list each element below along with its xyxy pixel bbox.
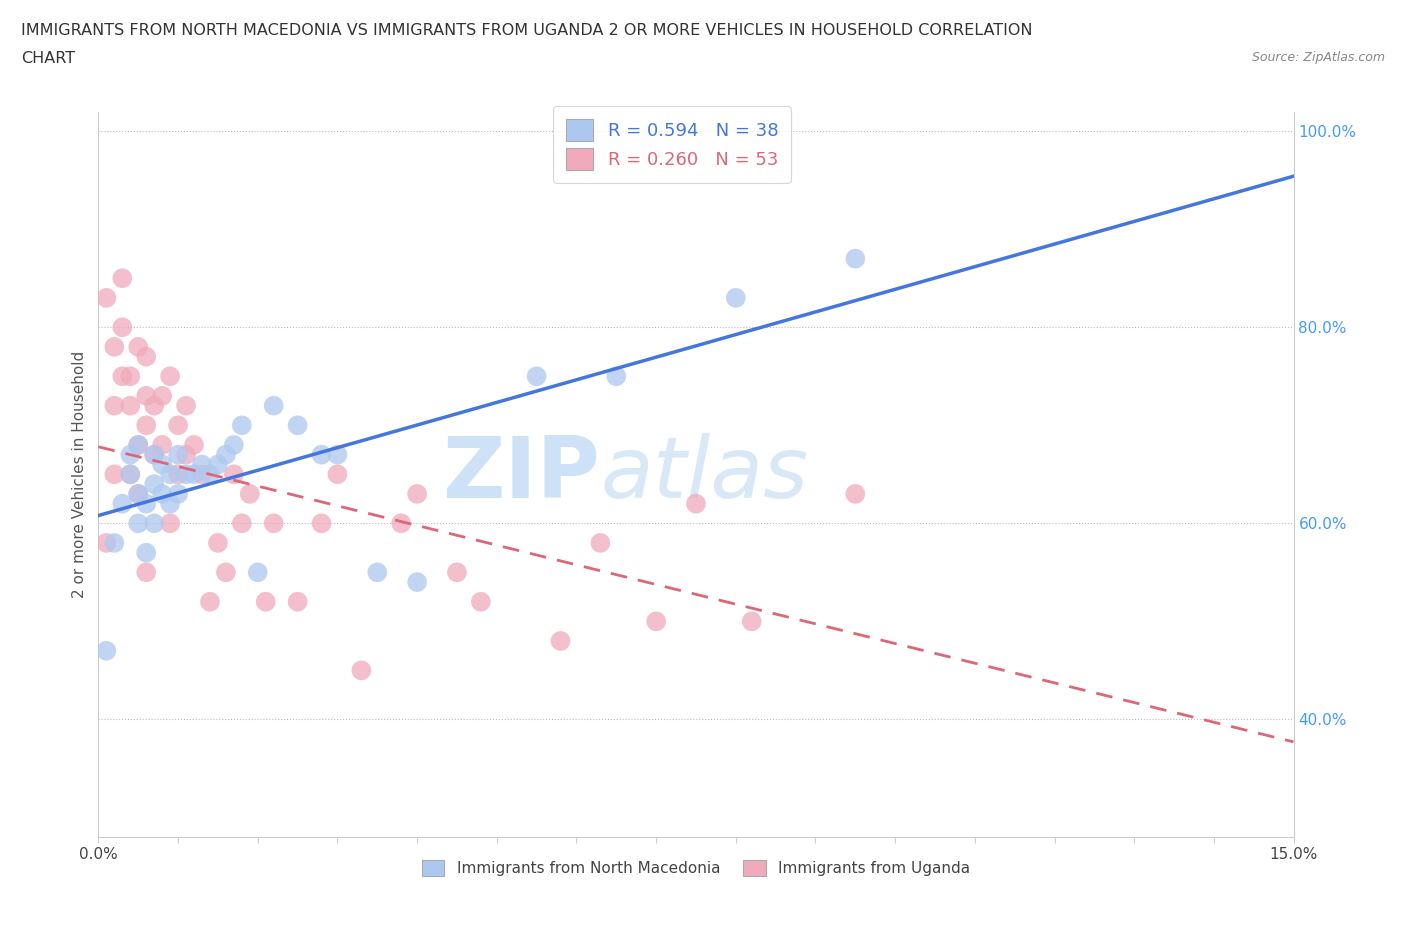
Point bbox=[103, 339, 125, 354]
Point bbox=[191, 457, 214, 472]
Point bbox=[120, 467, 142, 482]
Point bbox=[174, 398, 197, 413]
Point bbox=[311, 447, 333, 462]
Point bbox=[326, 467, 349, 482]
Point bbox=[207, 457, 229, 472]
Point bbox=[263, 398, 285, 413]
Point bbox=[222, 437, 245, 452]
Point bbox=[215, 447, 238, 462]
Point bbox=[844, 251, 866, 266]
Point bbox=[159, 516, 181, 531]
Point bbox=[127, 437, 149, 452]
Point bbox=[191, 467, 214, 482]
Point bbox=[231, 516, 253, 531]
Point bbox=[167, 467, 190, 482]
Point bbox=[103, 467, 125, 482]
Point bbox=[167, 418, 190, 432]
Point bbox=[127, 516, 149, 531]
Point bbox=[183, 467, 205, 482]
Point bbox=[183, 437, 205, 452]
Point bbox=[844, 486, 866, 501]
Point bbox=[150, 457, 173, 472]
Legend: Immigrants from North Macedonia, Immigrants from Uganda: Immigrants from North Macedonia, Immigra… bbox=[413, 853, 979, 884]
Point bbox=[470, 594, 492, 609]
Point bbox=[446, 565, 468, 579]
Point bbox=[198, 594, 221, 609]
Point bbox=[167, 447, 190, 462]
Point bbox=[96, 644, 118, 658]
Text: atlas: atlas bbox=[600, 432, 808, 516]
Point bbox=[135, 418, 157, 432]
Point bbox=[287, 418, 309, 432]
Point bbox=[96, 536, 118, 551]
Point bbox=[111, 271, 134, 286]
Point bbox=[96, 290, 118, 305]
Point bbox=[254, 594, 277, 609]
Text: ZIP: ZIP bbox=[443, 432, 600, 516]
Text: IMMIGRANTS FROM NORTH MACEDONIA VS IMMIGRANTS FROM UGANDA 2 OR MORE VEHICLES IN : IMMIGRANTS FROM NORTH MACEDONIA VS IMMIG… bbox=[21, 23, 1032, 38]
Point bbox=[120, 447, 142, 462]
Point bbox=[406, 486, 429, 501]
Point bbox=[174, 467, 197, 482]
Point bbox=[350, 663, 373, 678]
Point bbox=[645, 614, 668, 629]
Point bbox=[135, 565, 157, 579]
Point bbox=[741, 614, 763, 629]
Point bbox=[127, 339, 149, 354]
Point bbox=[231, 418, 253, 432]
Point bbox=[167, 486, 190, 501]
Point bbox=[120, 467, 142, 482]
Point bbox=[215, 565, 238, 579]
Point bbox=[526, 369, 548, 384]
Point bbox=[143, 398, 166, 413]
Point bbox=[159, 467, 181, 482]
Point bbox=[207, 536, 229, 551]
Point bbox=[135, 350, 157, 365]
Point bbox=[143, 477, 166, 492]
Point bbox=[287, 594, 309, 609]
Point bbox=[311, 516, 333, 531]
Point bbox=[150, 389, 173, 404]
Point bbox=[550, 633, 572, 648]
Point bbox=[103, 398, 125, 413]
Point bbox=[389, 516, 412, 531]
Point bbox=[406, 575, 429, 590]
Y-axis label: 2 or more Vehicles in Household: 2 or more Vehicles in Household bbox=[72, 351, 87, 598]
Point bbox=[135, 545, 157, 560]
Point bbox=[87, 908, 110, 923]
Point bbox=[222, 467, 245, 482]
Point bbox=[143, 447, 166, 462]
Point bbox=[111, 320, 134, 335]
Point bbox=[150, 486, 173, 501]
Point bbox=[605, 369, 627, 384]
Point bbox=[120, 369, 142, 384]
Point bbox=[246, 565, 269, 579]
Point bbox=[135, 497, 157, 512]
Point bbox=[198, 467, 221, 482]
Text: CHART: CHART bbox=[21, 51, 75, 66]
Point bbox=[135, 389, 157, 404]
Point bbox=[724, 290, 747, 305]
Point bbox=[366, 565, 388, 579]
Point bbox=[103, 536, 125, 551]
Point bbox=[174, 447, 197, 462]
Point bbox=[120, 398, 142, 413]
Point bbox=[127, 486, 149, 501]
Point bbox=[127, 486, 149, 501]
Point bbox=[111, 497, 134, 512]
Point bbox=[239, 486, 262, 501]
Point bbox=[326, 447, 349, 462]
Point bbox=[685, 497, 707, 512]
Point bbox=[159, 497, 181, 512]
Point bbox=[127, 437, 149, 452]
Point bbox=[150, 437, 173, 452]
Point bbox=[111, 369, 134, 384]
Point bbox=[589, 536, 612, 551]
Point bbox=[143, 516, 166, 531]
Point bbox=[263, 516, 285, 531]
Point bbox=[159, 369, 181, 384]
Point bbox=[143, 447, 166, 462]
Text: Source: ZipAtlas.com: Source: ZipAtlas.com bbox=[1251, 51, 1385, 64]
